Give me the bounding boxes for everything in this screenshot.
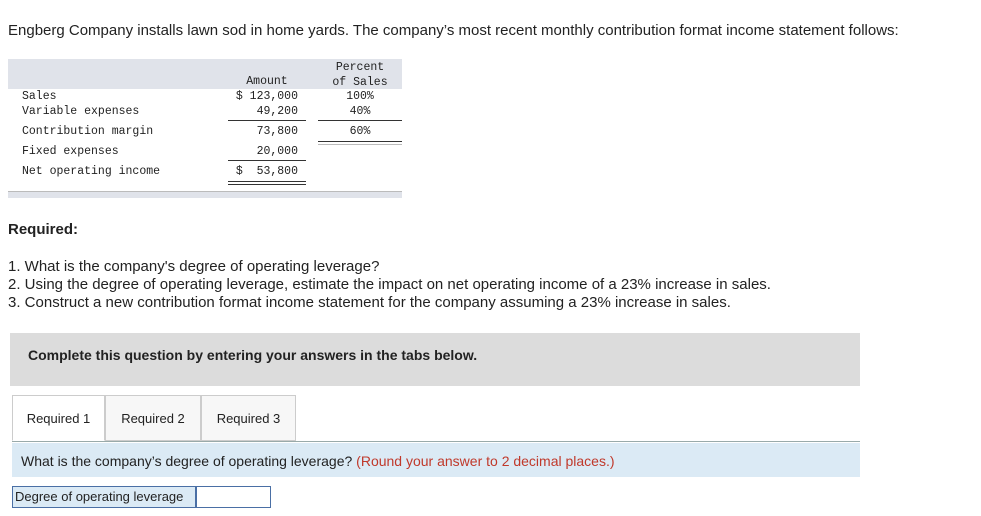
row-percent: 60% xyxy=(349,125,371,138)
question-text: What is the company’s degree of operatin… xyxy=(21,453,353,469)
table-footer-band xyxy=(8,191,402,198)
row-percent: 100% xyxy=(346,90,374,103)
rule xyxy=(228,184,306,185)
row-label: Variable expenses xyxy=(22,105,140,118)
row-amount: 73,800 xyxy=(256,125,298,138)
row-label: Sales xyxy=(22,90,57,103)
question: What is the company’s degree of operatin… xyxy=(21,453,615,469)
row-label: Contribution margin xyxy=(22,125,154,138)
row-label: Net operating income xyxy=(22,165,161,178)
rule xyxy=(228,160,306,161)
amount-header: Amount xyxy=(246,75,288,88)
required-item: 3. Construct a new contribution format i… xyxy=(8,294,731,311)
row-label: Fixed expenses xyxy=(22,145,119,158)
percent-header: Percent of Sales xyxy=(332,61,388,89)
instruction-box xyxy=(10,333,860,386)
table-header-band xyxy=(8,59,402,89)
rule xyxy=(228,120,306,121)
question-note: (Round your answer to 2 decimal places.) xyxy=(356,453,615,469)
instruction: Complete this question by entering your … xyxy=(28,347,478,363)
intro: Engberg Company installs lawn sod in hom… xyxy=(8,22,899,39)
rule xyxy=(228,181,306,182)
tab[interactable]: Required 2 xyxy=(105,395,201,441)
tab[interactable]: Required 1 xyxy=(12,395,105,441)
answer-label: Degree of operating leverage xyxy=(12,486,196,508)
tab[interactable]: Required 3 xyxy=(201,395,296,441)
row-amount: $ 53,800 xyxy=(235,165,298,178)
tab-rule xyxy=(12,441,860,442)
rule xyxy=(318,144,402,145)
row-amount: 20,000 xyxy=(256,145,298,158)
required-heading: Required: xyxy=(8,221,79,238)
row-amount: $ 123,000 xyxy=(235,90,298,103)
row-amount: 49,200 xyxy=(256,105,298,118)
answer-input[interactable] xyxy=(196,486,271,508)
question-band xyxy=(12,443,860,477)
rule xyxy=(318,120,402,121)
rule xyxy=(318,141,402,142)
required-item: 2. Using the degree of operating leverag… xyxy=(8,276,771,293)
row-percent: 40% xyxy=(349,105,371,118)
required-item: 1. What is the company's degree of opera… xyxy=(8,258,380,275)
